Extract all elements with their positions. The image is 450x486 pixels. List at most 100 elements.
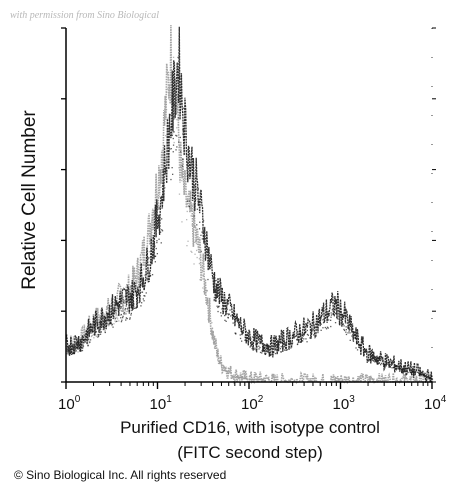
series-speckle xyxy=(314,327,316,329)
series-speckle xyxy=(67,353,70,356)
series-speckle xyxy=(225,311,227,313)
series-speckle xyxy=(225,302,227,304)
series-speckle xyxy=(108,320,111,322)
series-speckle xyxy=(315,323,317,325)
series-speckle xyxy=(66,349,68,351)
series-speckle xyxy=(97,333,99,336)
series-speckle xyxy=(230,315,232,317)
x-tick-label-exponent: 2 xyxy=(258,394,264,405)
x-tick-label-exponent: 4 xyxy=(441,394,447,405)
series-speckle xyxy=(119,301,121,303)
series-speckle xyxy=(284,349,286,351)
series-speckle xyxy=(183,136,185,138)
series-speckle xyxy=(249,346,251,348)
series-speckle xyxy=(172,151,174,153)
series-speckle xyxy=(364,348,366,350)
x-axis-label-line2: (FITC second step) xyxy=(177,443,323,462)
series-speckle xyxy=(170,148,172,150)
series-speckle xyxy=(196,249,198,252)
series-speckle xyxy=(149,275,151,277)
series-speckle xyxy=(244,377,246,379)
series-speckle xyxy=(111,324,113,327)
series-speckle xyxy=(191,251,193,253)
series-speckle xyxy=(381,358,383,360)
series-speckle xyxy=(380,364,382,366)
series-speckle xyxy=(291,342,294,344)
series-speckle xyxy=(406,370,408,372)
series-speckle xyxy=(221,368,223,370)
series-speckle xyxy=(255,350,257,352)
series-speckle xyxy=(241,340,243,342)
series-speckle xyxy=(77,344,79,346)
series-speckle xyxy=(181,165,184,167)
series-speckle xyxy=(98,327,100,329)
series-speckle xyxy=(158,214,160,216)
series-speckle xyxy=(195,243,198,245)
series-speckle xyxy=(135,294,137,296)
series-speckle xyxy=(259,342,261,345)
series-speckle xyxy=(146,272,149,274)
series-speckle xyxy=(87,332,89,334)
series-speckle xyxy=(377,359,379,362)
series-speckle xyxy=(93,337,95,339)
series-speckle xyxy=(141,291,144,293)
series-speckle xyxy=(288,340,290,342)
series-speckle xyxy=(217,359,219,361)
x-tick-label-exponent: 1 xyxy=(166,394,172,405)
series-speckle xyxy=(250,379,252,381)
series-speckle xyxy=(182,129,184,131)
series-speckle xyxy=(98,333,101,336)
series-speckle xyxy=(129,293,131,296)
series-speckle xyxy=(83,342,85,344)
series-speckle xyxy=(141,279,143,281)
series-speckle xyxy=(74,345,77,348)
series-speckle xyxy=(226,308,228,310)
series-speckle xyxy=(198,262,201,265)
series-speckle xyxy=(106,324,108,326)
series-speckle xyxy=(268,345,271,347)
series-speckle xyxy=(131,307,133,310)
series-speckle xyxy=(88,340,90,342)
series-speckle xyxy=(217,287,220,289)
series-speckle xyxy=(250,338,252,340)
series-speckle xyxy=(119,297,121,299)
series-speckle xyxy=(342,318,344,320)
series-speckle xyxy=(220,312,222,314)
series-speckle xyxy=(95,331,98,333)
series-speckle xyxy=(305,331,307,333)
series-speckle xyxy=(165,160,167,162)
series-speckle xyxy=(176,87,178,90)
series-speckle xyxy=(334,305,336,307)
series-speckle xyxy=(397,368,400,370)
series-speckle xyxy=(342,323,344,325)
series-speckle xyxy=(360,345,362,347)
series-speckle xyxy=(130,312,132,315)
series-speckle xyxy=(171,134,173,137)
series-speckle xyxy=(109,315,111,317)
series-speckle xyxy=(303,338,305,340)
series-speckle xyxy=(83,339,85,341)
series-speckle xyxy=(124,307,127,310)
series-speckle xyxy=(116,316,118,318)
series-speckle xyxy=(319,316,321,318)
series-speckle xyxy=(104,320,106,322)
series-speckle xyxy=(158,192,160,194)
series-speckle xyxy=(224,314,226,317)
series-speckle xyxy=(179,166,182,168)
series-speckle xyxy=(240,325,243,328)
series-speckle xyxy=(423,374,425,376)
series-speckle xyxy=(122,296,124,299)
series-speckle xyxy=(155,196,157,198)
series-speckle xyxy=(143,295,145,297)
series-speckle xyxy=(375,359,378,361)
series-speckle xyxy=(216,350,218,352)
series-speckle xyxy=(189,174,191,176)
series-speckle xyxy=(200,262,202,264)
series-speckle xyxy=(92,330,94,333)
series-speckle xyxy=(238,326,240,329)
series-speckle xyxy=(135,306,137,309)
series-speckle xyxy=(412,370,414,372)
series-speckle xyxy=(148,257,150,259)
series-speckle xyxy=(347,332,349,334)
series-speckle xyxy=(371,356,373,358)
